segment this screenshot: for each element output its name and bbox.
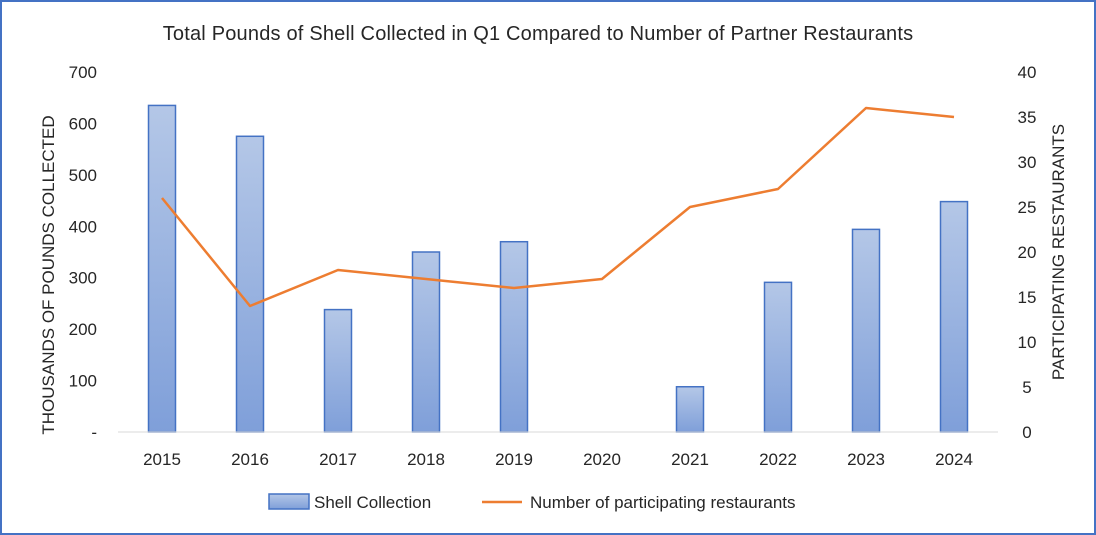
x-tick-label: 2018 — [407, 450, 445, 469]
bar-2024 — [939, 200, 969, 433]
x-axis-ticks: 2015 2016 2017 2018 2019 2020 2021 2022 2023 2024 — [143, 450, 973, 469]
bar-2016 — [235, 135, 265, 433]
y-tick-label: 400 — [69, 217, 97, 236]
legend-swatch-shell-collection — [268, 493, 310, 510]
bar-series — [147, 104, 969, 433]
y2-tick-label: 40 — [1018, 63, 1037, 82]
y-axis-ticks: - 100 200 300 400 500 600 700 — [69, 63, 97, 442]
y-tick-label: - — [91, 423, 97, 442]
y-tick-label: 100 — [69, 372, 97, 391]
legend-label-restaurants: Number of participating restaurants — [530, 493, 796, 512]
y-tick-label: 700 — [69, 63, 97, 82]
legend-label-shell-collection: Shell Collection — [314, 493, 431, 512]
x-tick-label: 2023 — [847, 450, 885, 469]
bar-2018 — [411, 251, 441, 433]
x-tick-label: 2017 — [319, 450, 357, 469]
y2-tick-label: 30 — [1018, 153, 1037, 172]
chart-title: Total Pounds of Shell Collected in Q1 Co… — [163, 23, 914, 45]
x-tick-label: 2022 — [759, 450, 797, 469]
y-tick-label: 200 — [69, 320, 97, 339]
restaurants-line — [161, 106, 955, 308]
legend: Shell Collection Number of participating… — [268, 493, 796, 512]
y2-tick-label: 15 — [1018, 288, 1037, 307]
x-tick-label: 2024 — [935, 450, 973, 469]
bar-2019 — [499, 240, 529, 433]
y2-tick-label: 25 — [1018, 198, 1037, 217]
bar-2015 — [147, 104, 177, 433]
y2-axis-title: PARTICIPATING RESTAURANTS — [1049, 124, 1068, 380]
y2-axis-ticks: 0 5 10 15 20 25 30 35 40 — [1018, 63, 1037, 442]
x-tick-label: 2019 — [495, 450, 533, 469]
y-tick-label: 300 — [69, 269, 97, 288]
x-tick-label: 2020 — [583, 450, 621, 469]
y2-tick-label: 5 — [1022, 378, 1031, 397]
x-tick-label: 2016 — [231, 450, 269, 469]
y2-tick-label: 20 — [1018, 243, 1037, 262]
y-tick-label: 600 — [69, 114, 97, 133]
bar-2022 — [763, 281, 793, 433]
line-series — [161, 106, 955, 308]
y-tick-label: 500 — [69, 166, 97, 185]
y2-tick-label: 10 — [1018, 333, 1037, 352]
x-tick-label: 2015 — [143, 450, 181, 469]
bar-2021 — [675, 385, 705, 433]
x-tick-label: 2021 — [671, 450, 709, 469]
y2-tick-label: 35 — [1018, 108, 1037, 127]
y2-tick-label: 0 — [1022, 423, 1031, 442]
y-axis-title: THOUSANDS OF POUNDS COLLECTED — [39, 115, 58, 434]
bar-2023 — [851, 228, 881, 433]
bar-2017 — [323, 308, 353, 433]
